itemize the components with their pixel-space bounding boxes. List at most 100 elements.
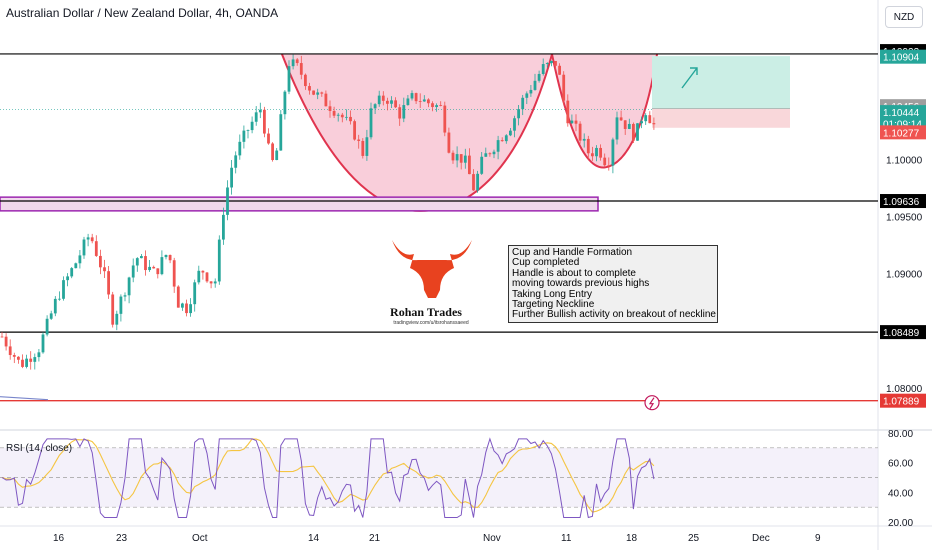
candle-body — [140, 256, 143, 259]
currency-button[interactable]: NZD — [885, 6, 923, 28]
candle-body — [410, 93, 414, 99]
candle-body — [451, 152, 455, 161]
candle-body — [582, 138, 586, 141]
time-tick-label: 9 — [815, 533, 821, 544]
candle-body — [316, 92, 320, 95]
candle-body — [414, 93, 418, 102]
candle-body — [17, 356, 20, 360]
candle-body — [386, 100, 389, 104]
candle-body — [574, 120, 578, 124]
candle-body — [176, 286, 180, 308]
candle-body — [8, 346, 12, 356]
candle-body — [463, 155, 467, 163]
candle-body — [304, 74, 307, 87]
candle-body — [41, 334, 45, 353]
support-zone — [0, 196, 599, 212]
candle-body — [119, 296, 123, 314]
candle-body — [468, 155, 471, 175]
candle-body — [340, 114, 344, 118]
candle-body — [353, 121, 356, 140]
candle-body — [238, 141, 242, 156]
support-price-tag: 1.09636 — [883, 197, 920, 208]
current-price-tag-bg — [880, 105, 926, 120]
time-tick-label: 18 — [626, 533, 638, 544]
candle-body — [365, 137, 369, 156]
candle-body — [636, 123, 639, 141]
candle-body — [312, 90, 315, 95]
candle-body — [152, 266, 156, 269]
candle-body — [586, 138, 590, 154]
rsi-tick-label: 80.00 — [888, 429, 913, 440]
candle-body — [484, 153, 488, 157]
candle-body — [263, 109, 266, 134]
time-tick-label: 21 — [369, 533, 381, 544]
candle-body — [107, 271, 110, 295]
candle-body — [418, 101, 422, 102]
candle-body — [398, 107, 402, 119]
candle-body — [90, 237, 94, 242]
candle-body — [480, 156, 484, 174]
callout-line: Taking Long Entry — [512, 288, 593, 300]
lightning-icon — [648, 397, 655, 409]
candle-body — [222, 214, 225, 240]
candle-body — [201, 270, 205, 273]
candle-body — [164, 254, 168, 258]
candle-body — [369, 108, 373, 138]
candle-body — [632, 123, 635, 141]
candle-body — [144, 256, 147, 271]
candle-body — [345, 116, 348, 118]
candle-body — [443, 105, 447, 133]
handle-fill — [552, 54, 657, 168]
candle-body — [33, 357, 37, 362]
current-price-tag: 1.10444 — [883, 108, 920, 119]
candle-body — [217, 239, 221, 282]
candle-body — [513, 118, 516, 131]
bottom-price-tag: 1.07889 — [883, 397, 920, 408]
logo-title: Rohan Trades — [390, 305, 462, 319]
candle-body — [103, 267, 106, 272]
candle-body — [611, 139, 615, 166]
candle-body — [402, 105, 406, 119]
lower-price-tag: 1.08489 — [883, 328, 920, 339]
cup-fill — [282, 54, 552, 211]
lower-price-tag-bg — [880, 325, 926, 340]
candles-group — [0, 54, 656, 370]
stop-price-tag-bg — [880, 125, 926, 140]
candle-body — [562, 74, 566, 101]
candle-body — [558, 65, 561, 75]
candle-body — [431, 103, 434, 108]
candle-body — [209, 281, 213, 284]
candle-body — [127, 277, 131, 296]
candle-body — [70, 268, 74, 277]
candle-body — [472, 174, 475, 191]
analysis-callout[interactable]: Cup and Handle Formation Cup completed H… — [508, 245, 718, 323]
candle-body — [226, 187, 229, 215]
candle-body — [435, 105, 438, 108]
candle-body — [94, 241, 98, 256]
callout-line: Further Bullish activity on breakout of … — [512, 309, 716, 321]
candle-body — [295, 59, 299, 64]
callout-line: Cup and Handle Formation — [512, 247, 633, 258]
trend-stub — [0, 396, 49, 401]
candle-body — [78, 255, 82, 264]
stop-zone — [652, 108, 790, 128]
candle-body — [336, 114, 340, 116]
candle-body — [123, 295, 127, 297]
candle-body — [644, 115, 648, 122]
candle-body — [283, 91, 287, 115]
candle-body — [66, 276, 69, 281]
candle-body — [99, 255, 102, 268]
candle-body — [554, 60, 557, 66]
candle-body — [4, 336, 8, 347]
logo-subtitle: tradingview.com/u/itsrohanssaeed — [393, 320, 469, 326]
callout-line: moving towards previous highs — [512, 278, 650, 290]
candle-body — [623, 120, 627, 129]
candle-body — [529, 89, 533, 94]
candle-body — [25, 358, 28, 367]
candle-body — [488, 153, 492, 155]
candle-body — [135, 258, 139, 266]
candle-body — [324, 93, 328, 107]
candle-body — [591, 153, 594, 157]
